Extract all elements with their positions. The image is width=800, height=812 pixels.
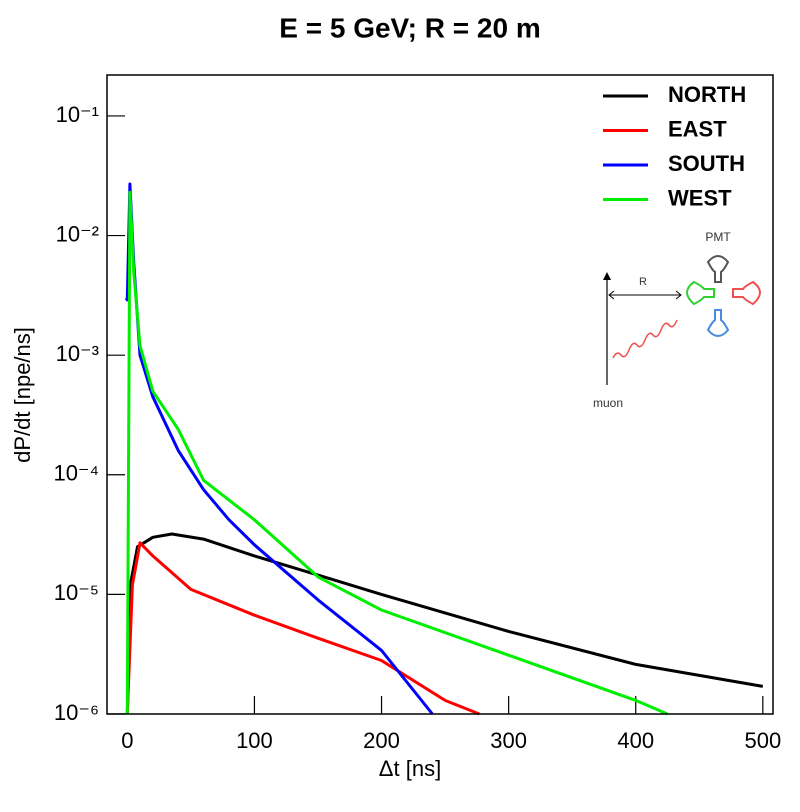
series-line [124,182,434,715]
legend: NORTH EAST SOUTH WEST [603,82,746,210]
arrow-heads [608,290,682,300]
series-line [125,541,480,716]
y-tick-label: 10⁻⁵ [54,580,99,605]
legend-label: EAST [668,116,727,141]
arrow-head [603,272,611,280]
legend-label: WEST [668,185,732,210]
pmt-east [732,280,761,306]
pmt-west [686,280,715,306]
x-axis-label: Δt [ns] [379,756,441,781]
x-tick-label: 500 [744,728,781,753]
series-line [125,532,764,715]
pmt-north [706,255,730,283]
y-tick-label: 10⁻² [56,221,99,246]
inset-label: R [639,276,647,288]
x-tick-label: 300 [490,728,527,753]
x-tick-label: 0 [121,728,133,753]
x-tick-label: 400 [617,728,654,753]
x-tick-label: 200 [363,728,400,753]
y-tick-label: 10⁻¹ [56,102,99,127]
series-line [125,190,669,716]
axes-frame [106,74,774,715]
legend-label: NORTH [668,82,746,107]
photon-wave [612,319,678,359]
pmt-south [706,309,730,337]
inset-diagram: PMT R muon [593,230,761,410]
chart-title: E = 5 GeV; R = 20 m [279,12,540,43]
legend-label: SOUTH [668,151,745,176]
y-axis-label: dP/dt [npe/ns] [10,327,35,463]
x-tick-label: 100 [236,728,273,753]
y-tick-label: 10⁻⁶ [54,700,99,725]
y-tick-label: 10⁻³ [56,341,99,366]
inset-label: PMT [705,230,731,244]
plot-area [107,115,764,716]
inset-label: muon [593,396,623,410]
y-tick-label: 10⁻⁴ [53,461,99,486]
